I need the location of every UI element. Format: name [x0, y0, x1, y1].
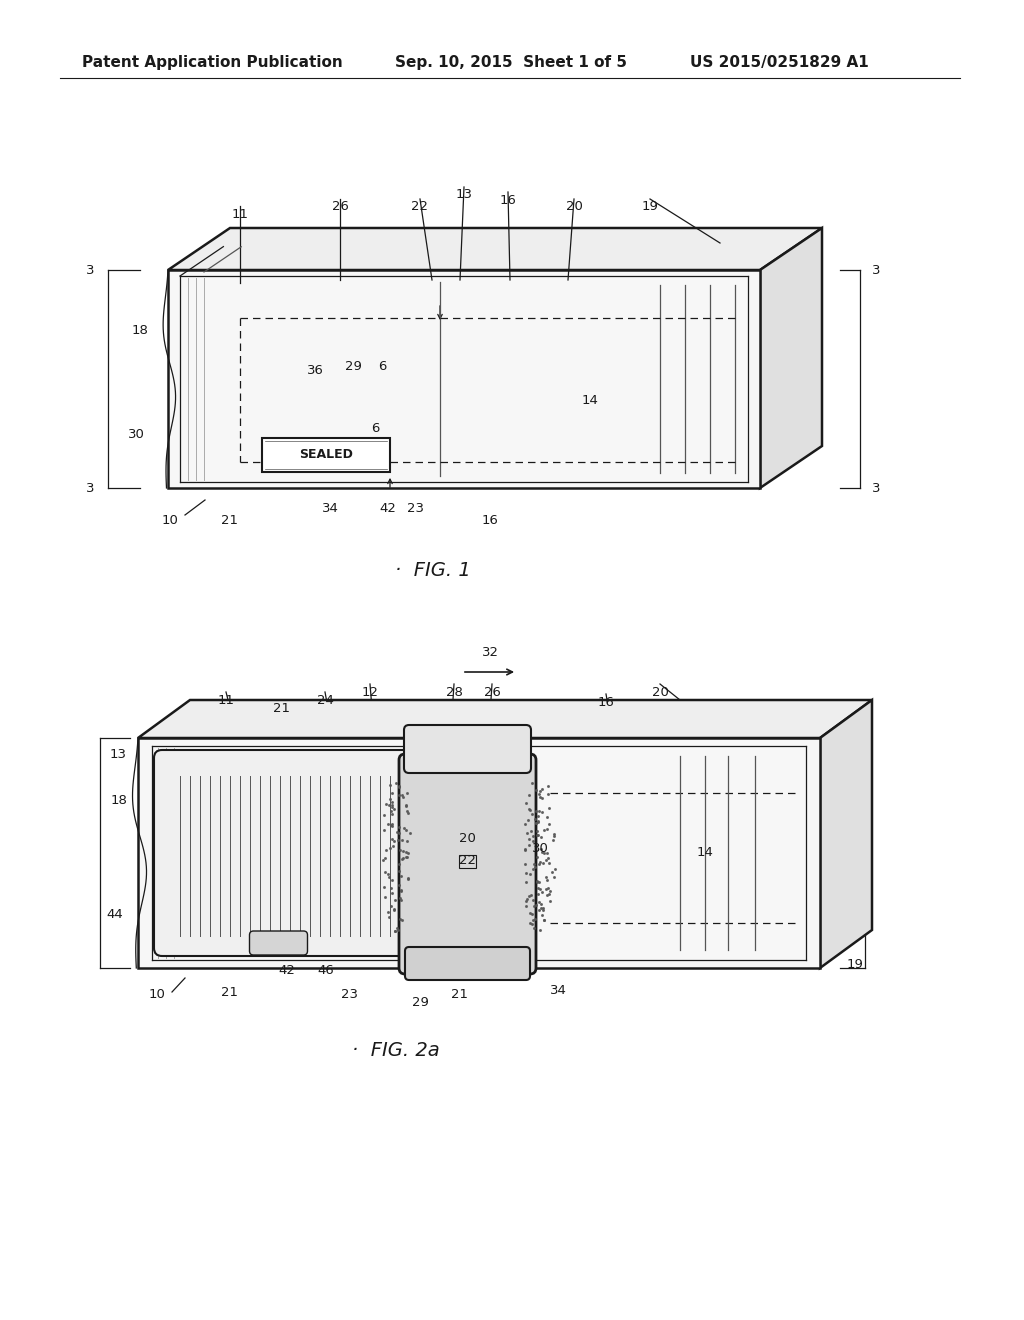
Text: 6: 6 — [378, 359, 386, 372]
Text: 14: 14 — [582, 393, 598, 407]
Text: 42: 42 — [279, 964, 296, 977]
Text: 36: 36 — [306, 363, 324, 376]
Text: 3: 3 — [86, 264, 94, 276]
Text: 23: 23 — [408, 502, 425, 515]
Text: 6: 6 — [371, 421, 379, 434]
Text: 20: 20 — [459, 832, 476, 845]
Text: Patent Application Publication: Patent Application Publication — [82, 54, 343, 70]
Text: 19: 19 — [642, 201, 658, 214]
Text: 19: 19 — [847, 958, 863, 972]
Polygon shape — [138, 738, 820, 968]
Text: 21: 21 — [273, 701, 291, 714]
Text: 10: 10 — [148, 989, 166, 1002]
Text: 26: 26 — [332, 201, 348, 214]
Text: ·  FIG. 1: · FIG. 1 — [395, 561, 471, 579]
Text: 3: 3 — [871, 264, 881, 276]
Text: 21: 21 — [221, 513, 239, 527]
Text: 16: 16 — [500, 194, 516, 206]
Text: 29: 29 — [344, 359, 361, 372]
Text: 14: 14 — [696, 846, 714, 859]
Text: 34: 34 — [550, 983, 566, 997]
Polygon shape — [760, 228, 822, 488]
Text: 26: 26 — [483, 685, 501, 698]
Text: SEALED: SEALED — [299, 449, 353, 462]
Text: 21: 21 — [221, 986, 239, 998]
Text: 30: 30 — [128, 429, 144, 441]
Text: 34: 34 — [322, 502, 339, 515]
Text: 18: 18 — [111, 793, 127, 807]
Text: 11: 11 — [231, 207, 249, 220]
Text: 22: 22 — [459, 854, 476, 867]
Text: 13: 13 — [456, 189, 472, 202]
Text: 28: 28 — [445, 685, 463, 698]
Text: 3: 3 — [86, 482, 94, 495]
Text: 23: 23 — [341, 989, 358, 1002]
Text: 16: 16 — [598, 696, 614, 709]
Text: 42: 42 — [380, 502, 396, 515]
Text: 22: 22 — [412, 201, 428, 214]
Polygon shape — [820, 700, 872, 968]
FancyBboxPatch shape — [406, 946, 530, 979]
Text: 32: 32 — [481, 645, 499, 659]
FancyBboxPatch shape — [250, 931, 307, 954]
Text: 11: 11 — [217, 693, 234, 706]
Text: 21: 21 — [452, 989, 469, 1002]
Text: 18: 18 — [131, 323, 148, 337]
Polygon shape — [138, 700, 872, 738]
FancyBboxPatch shape — [154, 750, 423, 956]
Text: 13: 13 — [110, 748, 127, 762]
Text: Sep. 10, 2015  Sheet 1 of 5: Sep. 10, 2015 Sheet 1 of 5 — [395, 54, 627, 70]
Text: 16: 16 — [481, 513, 499, 527]
Polygon shape — [168, 228, 822, 271]
Text: ·  FIG. 2a: · FIG. 2a — [352, 1040, 439, 1060]
Text: 44: 44 — [106, 908, 123, 921]
Text: 10: 10 — [162, 513, 178, 527]
FancyBboxPatch shape — [399, 754, 536, 974]
Text: 12: 12 — [361, 685, 379, 698]
Text: 20: 20 — [565, 201, 583, 214]
Text: 24: 24 — [316, 693, 334, 706]
Text: 29: 29 — [412, 995, 428, 1008]
Bar — [262, 438, 390, 473]
Text: 3: 3 — [871, 482, 881, 495]
Text: 30: 30 — [531, 842, 549, 854]
Text: US 2015/0251829 A1: US 2015/0251829 A1 — [690, 54, 868, 70]
FancyBboxPatch shape — [404, 725, 531, 774]
Polygon shape — [168, 271, 760, 488]
Text: 46: 46 — [317, 964, 335, 977]
Text: 20: 20 — [651, 685, 669, 698]
